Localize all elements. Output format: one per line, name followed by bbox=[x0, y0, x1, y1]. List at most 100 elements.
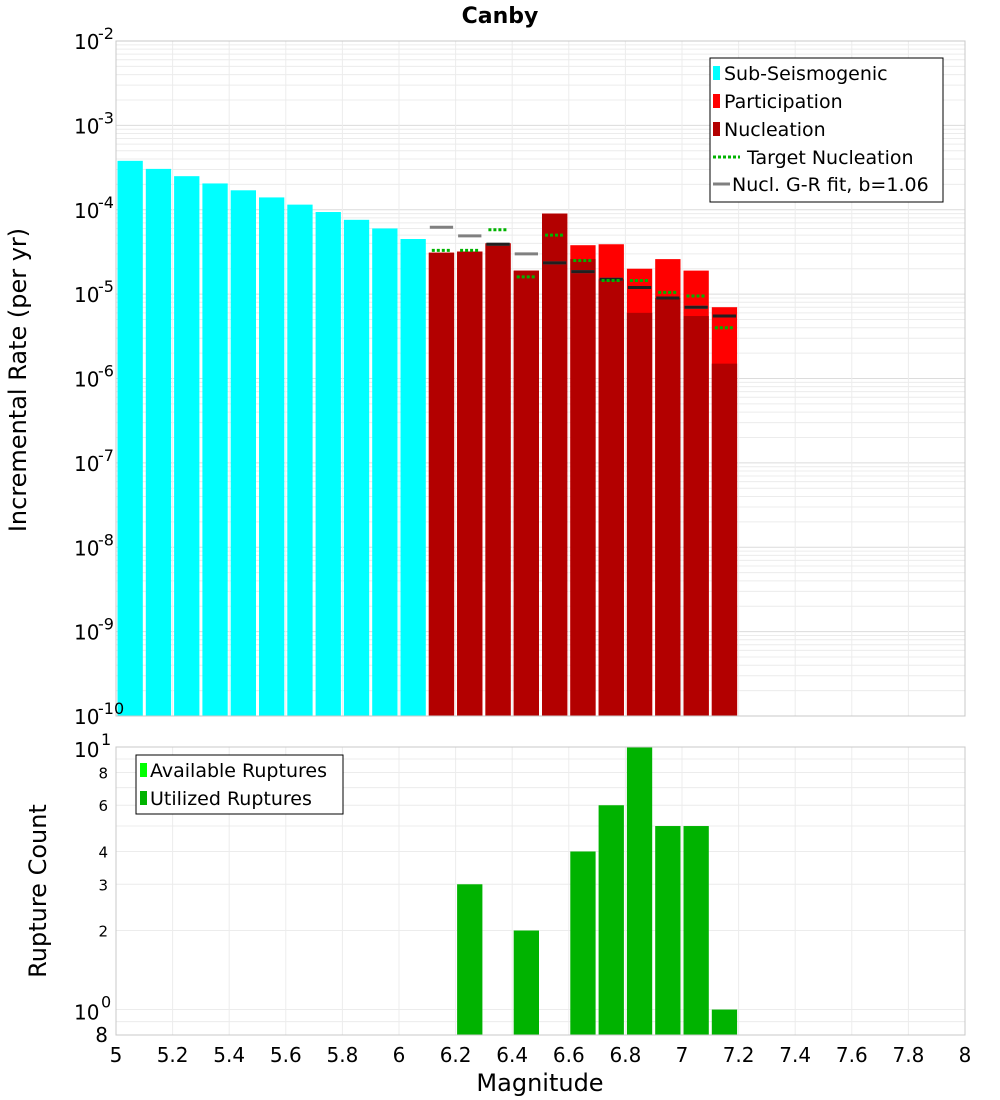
bar-nucleation bbox=[542, 213, 568, 717]
legend-swatch-nucleation bbox=[713, 122, 720, 136]
bar-nucleation bbox=[570, 259, 596, 716]
legend-label-target-nucleation: Target Nucleation bbox=[746, 147, 914, 169]
rate-y-tick-base: 10 bbox=[74, 199, 99, 223]
rate-y-tick-exponent: -2 bbox=[98, 24, 114, 43]
rupture-y-tick-label: 3 bbox=[98, 876, 108, 894]
rupture-y-tick-label: 4 bbox=[98, 843, 108, 861]
bar-nucleation bbox=[683, 316, 709, 716]
magnitude-x-tick-label: 5.8 bbox=[326, 1043, 358, 1067]
rate-y-tick-base: 10 bbox=[74, 283, 99, 307]
rate-y-tick-base: 10 bbox=[74, 621, 99, 645]
rate-y-tick: 10-9 bbox=[74, 615, 114, 645]
bar-nucleation bbox=[711, 363, 738, 716]
rate-y-tick-exponent: -8 bbox=[98, 530, 114, 549]
bar-sub-seismogenic bbox=[400, 239, 426, 716]
bar-utilized-ruptures bbox=[683, 826, 709, 1035]
bar-nucleation bbox=[513, 270, 539, 716]
magnitude-x-tick-label: 7.4 bbox=[779, 1043, 811, 1067]
rupture-y-tick: 10 0 bbox=[74, 993, 111, 1025]
rate-y-tick-exponent: -3 bbox=[98, 108, 114, 127]
rate-y-tick-exponent: -10 bbox=[98, 699, 124, 718]
rate-y-tick-base: 10 bbox=[74, 114, 99, 138]
bar-nucleation bbox=[598, 279, 624, 716]
bar-utilized-ruptures bbox=[457, 884, 483, 1035]
rupture-y-tick: 8 bbox=[98, 764, 108, 782]
rupture-y-tick: 6 bbox=[98, 797, 108, 815]
bar-nucleation bbox=[457, 251, 483, 716]
rupture-plot-frame bbox=[115, 746, 966, 1036]
legend-swatch-available bbox=[140, 763, 147, 777]
bar-sub-seismogenic bbox=[145, 168, 172, 716]
rupture-y-tick-exponent: 0 bbox=[101, 993, 111, 1012]
rate-y-axis-label: Incremental Rate (per yr) bbox=[4, 228, 32, 532]
legend-label-utilized: Utilized Ruptures bbox=[150, 788, 312, 810]
rate-y-tick: 10-4 bbox=[74, 193, 114, 223]
rupture-y-tick-label: 8 bbox=[98, 764, 108, 782]
bar-nucleation bbox=[485, 243, 511, 717]
magnitude-x-tick-label: 8 bbox=[959, 1043, 972, 1067]
x-axis-label: Magnitude bbox=[476, 1069, 603, 1097]
rate-y-tick-base: 10 bbox=[74, 368, 99, 392]
rate-y-tick: 10-6 bbox=[74, 362, 114, 392]
magnitude-x-tick-label: 6 bbox=[393, 1043, 406, 1067]
magnitude-x-tick-label: 5.4 bbox=[213, 1043, 245, 1067]
rate-y-tick-exponent: -6 bbox=[98, 362, 114, 381]
chart-title: Canby bbox=[462, 4, 539, 29]
rate-y-tick-exponent: -5 bbox=[98, 277, 114, 296]
rupture-y-axis-label: Rupture Count bbox=[24, 804, 52, 978]
legend-swatch-sub-seismogenic bbox=[713, 66, 720, 80]
rate-y-tick-base: 10 bbox=[74, 452, 99, 476]
rupture-y-tick-label: 2 bbox=[98, 923, 108, 941]
magnitude-x-tick-label: 5 bbox=[110, 1043, 123, 1067]
bar-sub-seismogenic bbox=[343, 219, 370, 717]
magnitude-x-tick-label: 6.2 bbox=[440, 1043, 472, 1067]
rate-legend-box bbox=[709, 57, 944, 203]
rate-y-tick-exponent: -9 bbox=[98, 615, 114, 634]
magnitude-x-tick-label: 6.8 bbox=[609, 1043, 641, 1067]
legend-swatch-utilized bbox=[140, 791, 147, 805]
rate-markers bbox=[429, 225, 737, 330]
bar-sub-seismogenic bbox=[287, 204, 313, 717]
magnitude-x-tick-label: 7 bbox=[676, 1043, 689, 1067]
rupture-y-tick: 2 bbox=[98, 923, 108, 941]
rate-y-tick: 10-5 bbox=[74, 277, 114, 307]
legend-label-gr-fit: Nucl. G-R fit, b=1.06 bbox=[732, 174, 929, 196]
rate-y-tick: 10-7 bbox=[74, 446, 114, 476]
magnitude-x-tick-label: 7.6 bbox=[836, 1043, 868, 1067]
rupture-y-tick-base: 10 bbox=[74, 738, 99, 762]
bar-utilized-ruptures bbox=[513, 930, 539, 1035]
magnitude-x-tick-label: 5.6 bbox=[270, 1043, 302, 1067]
legend-swatch-participation bbox=[713, 94, 720, 108]
rupture-y-tick-label: 6 bbox=[98, 797, 108, 815]
legend-label-available: Available Ruptures bbox=[150, 760, 327, 782]
magnitude-x-tick-label: 6.4 bbox=[496, 1043, 528, 1067]
rate-bars bbox=[117, 160, 738, 717]
rupture-y-tick: 3 bbox=[98, 876, 108, 894]
magnitude-x-tick-label: 7.8 bbox=[892, 1043, 924, 1067]
bar-sub-seismogenic bbox=[372, 228, 398, 716]
bar-sub-seismogenic bbox=[202, 183, 228, 716]
magnitude-x-tick-label: 7.2 bbox=[723, 1043, 755, 1067]
rate-y-tick: 10-3 bbox=[74, 108, 114, 138]
legend-label-participation: Participation bbox=[724, 91, 843, 113]
rate-y-tick-base: 10 bbox=[74, 30, 99, 54]
bar-nucleation bbox=[428, 252, 455, 716]
bar-utilized-ruptures bbox=[655, 826, 681, 1035]
legend-label-sub-seismogenic: Sub-Seismogenic bbox=[724, 63, 888, 85]
rupture-legend: Available Ruptures Utilized Ruptures bbox=[135, 754, 344, 815]
rate-grid bbox=[115, 41, 966, 717]
bar-utilized-ruptures bbox=[570, 851, 596, 1035]
rupture-y-tick: 4 bbox=[98, 843, 108, 861]
bar-sub-seismogenic bbox=[174, 176, 200, 716]
bar-nucleation bbox=[655, 297, 681, 716]
rupture-y-tick: 10 1 bbox=[74, 730, 111, 762]
rate-y-tick: 10-8 bbox=[74, 530, 114, 560]
magnitude-x-tick-label: 6.6 bbox=[553, 1043, 585, 1067]
magnitude-x-ticks: 5 5.2 5.4 5.6 5.8 6 6.2 6.4 6.6 6.8 7 7.2 7.4 7.6 7.8 8 bbox=[110, 1043, 972, 1067]
bar-sub-seismogenic bbox=[315, 212, 341, 716]
